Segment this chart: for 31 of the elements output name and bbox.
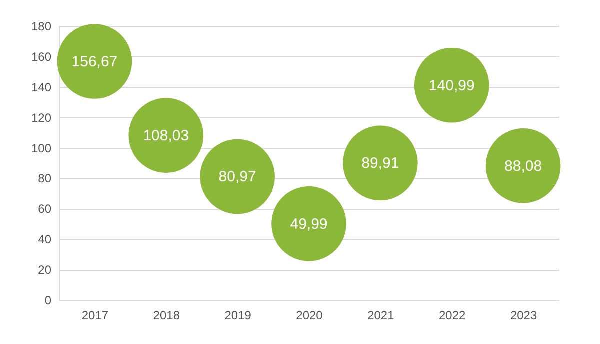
x-tick-label: 2022 (439, 308, 466, 322)
x-tick-label: 2020 (296, 308, 324, 322)
x-tick-label: 2021 (368, 308, 395, 322)
x-tick-label: 2023 (510, 308, 538, 322)
y-tick-label: 100 (31, 141, 52, 156)
y-tick-label: 140 (31, 80, 52, 94)
point (200, 139, 275, 214)
y-tick-label: 60 (38, 202, 52, 216)
y-tick-label: 120 (31, 110, 52, 125)
x-tick-label: 2018 (153, 308, 180, 322)
data-label: 140,99 (428, 77, 475, 94)
point (57, 24, 132, 99)
y-tick-label: 0 (44, 294, 52, 308)
data-label: 108,03 (143, 128, 190, 145)
y-tick-label: 20 (38, 263, 52, 278)
data-label: 49,99 (290, 216, 328, 233)
point (414, 48, 490, 123)
y-tick-label: 80 (38, 172, 52, 186)
point (128, 98, 204, 173)
data-label: 156,67 (72, 54, 118, 71)
y-tick-label: 40 (38, 232, 52, 247)
data-label: 80,97 (218, 168, 256, 186)
y-tick-label: 160 (31, 50, 52, 64)
point (343, 126, 418, 200)
x-tick-label: 2017 (82, 308, 109, 322)
point (272, 186, 346, 262)
data-label: 89,91 (362, 155, 400, 172)
data-label: 88,08 (504, 158, 542, 175)
x-tick-label: 2019 (224, 308, 252, 322)
y-tick-label: 180 (31, 20, 52, 34)
point (486, 128, 561, 204)
